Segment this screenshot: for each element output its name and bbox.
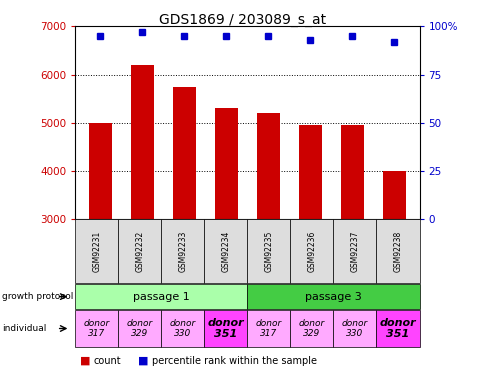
Text: count: count <box>93 356 121 366</box>
Text: GSM92235: GSM92235 <box>264 231 273 272</box>
Text: growth protocol: growth protocol <box>2 292 74 301</box>
Text: donor
329: donor 329 <box>126 319 152 338</box>
Text: ■: ■ <box>80 356 91 366</box>
Text: percentile rank within the sample: percentile rank within the sample <box>151 356 316 366</box>
Bar <box>89 123 112 364</box>
Text: GSM92232: GSM92232 <box>135 231 144 272</box>
Bar <box>131 65 153 364</box>
Text: GSM92236: GSM92236 <box>307 231 316 272</box>
Text: donor
317: donor 317 <box>255 319 281 338</box>
Text: GDS1869 / 203089_s_at: GDS1869 / 203089_s_at <box>159 13 325 27</box>
Text: donor
330: donor 330 <box>169 319 196 338</box>
Bar <box>256 113 279 364</box>
Bar <box>382 171 405 364</box>
Text: GSM92231: GSM92231 <box>92 231 101 272</box>
Text: GSM92233: GSM92233 <box>178 231 187 272</box>
Text: donor
351: donor 351 <box>207 318 243 339</box>
Bar <box>172 87 196 364</box>
Text: passage 1: passage 1 <box>133 292 189 302</box>
Text: ■: ■ <box>138 356 149 366</box>
Text: individual: individual <box>2 324 46 333</box>
Bar <box>214 108 238 364</box>
Text: donor
329: donor 329 <box>298 319 324 338</box>
Bar <box>340 125 363 364</box>
Text: passage 3: passage 3 <box>304 292 361 302</box>
Bar <box>298 125 321 364</box>
Text: GSM92234: GSM92234 <box>221 231 230 272</box>
Text: GSM92238: GSM92238 <box>393 231 402 272</box>
Text: donor
351: donor 351 <box>379 318 415 339</box>
Text: donor
317: donor 317 <box>83 319 109 338</box>
Text: GSM92237: GSM92237 <box>350 231 359 272</box>
Text: donor
330: donor 330 <box>341 319 367 338</box>
